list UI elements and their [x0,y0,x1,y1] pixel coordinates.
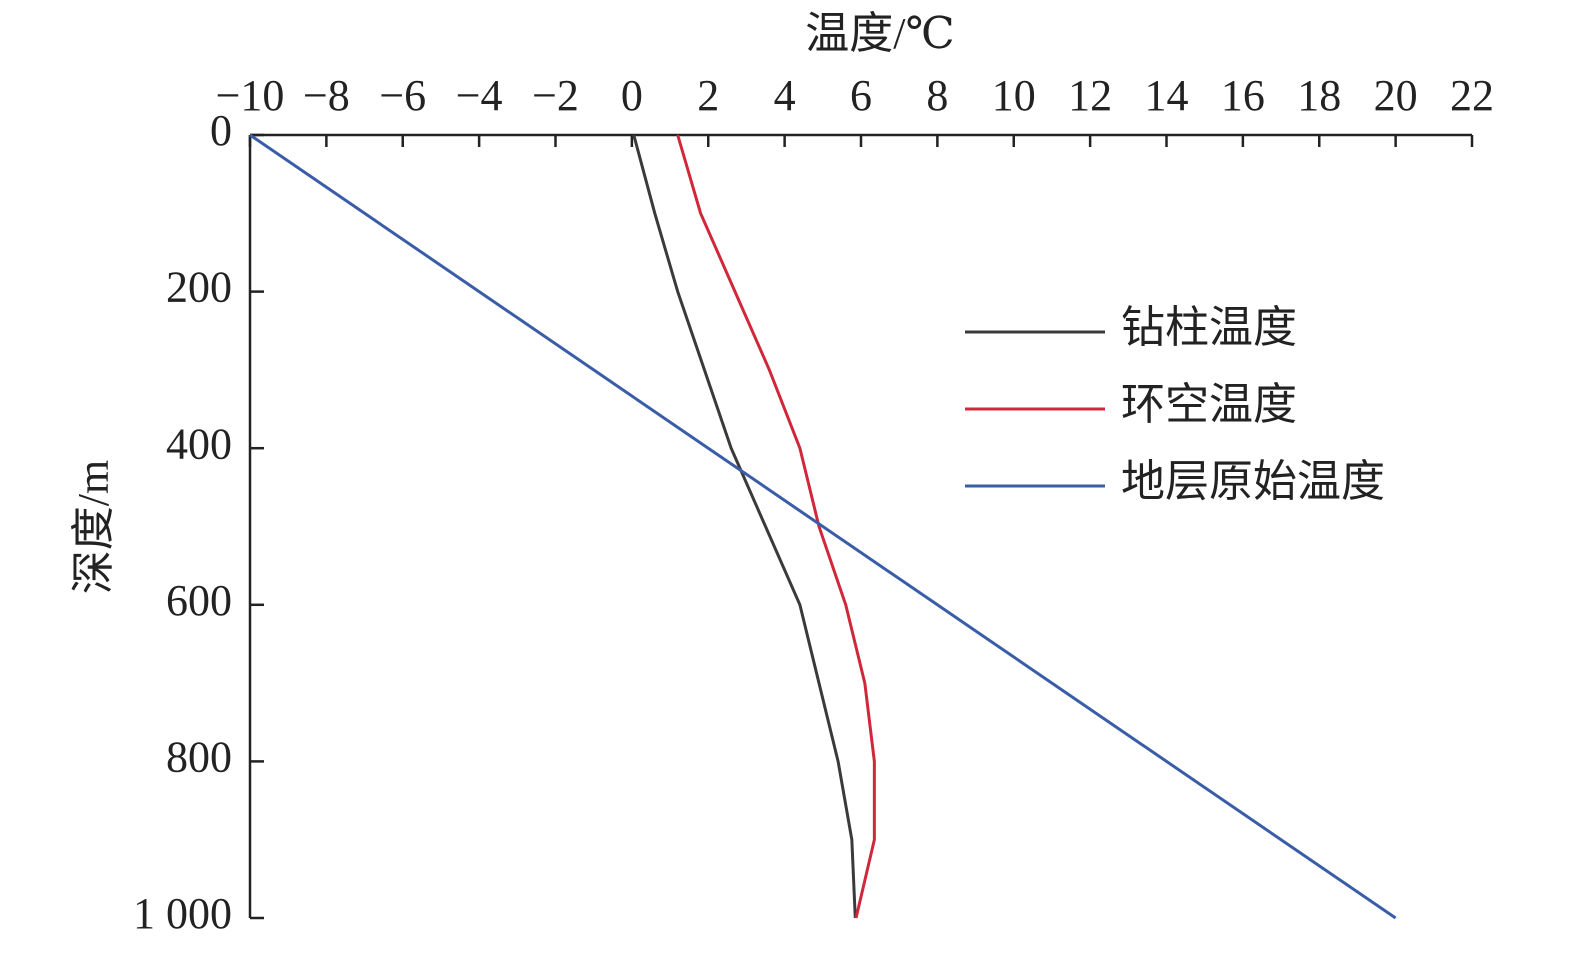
y-axis-label: 深度/m [69,460,118,594]
y-tick-label: 600 [166,576,232,625]
x-tick-label: 4 [774,71,796,120]
x-tick-label: 8 [926,71,948,120]
x-tick-label: −2 [532,71,579,120]
legend-label: 环空温度 [1121,380,1297,429]
y-tick-label: 400 [166,419,232,468]
x-tick-label: −10 [216,71,285,120]
x-tick-label: −6 [379,71,426,120]
x-tick-label: 20 [1374,71,1418,120]
x-axis-label: 温度/℃ [805,9,954,58]
y-tick-label: 1 000 [133,889,232,938]
data-line [676,134,876,919]
x-tick-label: 16 [1221,71,1265,120]
x-tick-label: 14 [1145,71,1189,120]
x-tick-label: 6 [850,71,872,120]
x-tick-label: 0 [621,71,643,120]
data-line [249,133,1397,920]
y-tick-label: 800 [166,732,232,781]
x-tick-label: 10 [992,71,1036,120]
data-line [632,134,857,919]
x-tick-label: −8 [303,71,350,120]
x-tick-label: 22 [1450,71,1494,120]
x-tick-label: 2 [697,71,719,120]
x-tick-label: −4 [456,71,503,120]
x-tick-label: 12 [1068,71,1112,120]
legend-label: 钻柱温度 [1121,303,1297,352]
legend-label: 地层原始温度 [1121,457,1385,506]
y-tick-label: 200 [166,263,232,312]
y-tick-label: 0 [210,106,232,155]
x-tick-label: 18 [1297,71,1341,120]
